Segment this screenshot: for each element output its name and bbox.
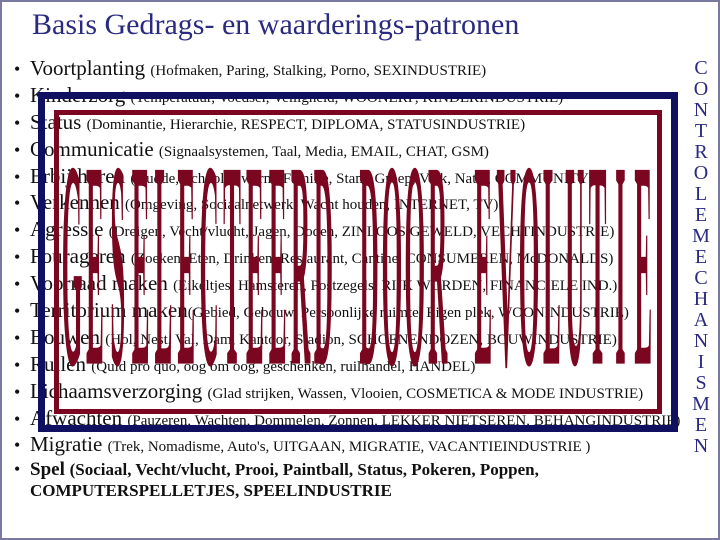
list-item: •Voortplanting (Hofmaken, Paring, Stalki… (14, 56, 682, 80)
list-item-paren: (Signaalsystemen, Taal, Media, EMAIL, CH… (159, 144, 489, 160)
list-item-lead: Verkennen (30, 190, 125, 214)
bullet-icon: • (14, 167, 30, 188)
list-item-lead: Communicatie (30, 137, 159, 161)
list-item-paren: (Temperatuur, Voedsel, Veiligheid, WOONE… (131, 90, 564, 106)
list-item-lead: Lichaamsverzorging (30, 379, 207, 403)
bullet-icon: • (14, 435, 30, 456)
list-item-paren: (Quid pro quo, oog om oog, geschenken, r… (91, 359, 475, 375)
list-item-paren: (Gebied, Gebouw, Persoonlijke ruimte, Ei… (188, 305, 629, 321)
list-item: •Erbij horen (Kudde, School, Zwerm, Fami… (14, 164, 682, 188)
list-item-paren: (Pauzeren, Wachten, Dommelen, Zonnen, LE… (127, 413, 680, 429)
list-item: •Spel (Sociaal, Vecht/vlucht, Prooi, Pai… (14, 459, 682, 501)
list-item: •Migratie (Trek, Nomadisme, Auto's, UITG… (14, 432, 682, 456)
list-item-paren: (Zoeken, Eten, Drinken, Restaurant, Cant… (131, 251, 613, 267)
bullet-icon: • (14, 193, 30, 214)
list-item-lead: Afwachten (30, 406, 127, 430)
slide-title: Basis Gedrags- en waarderings-patronen (32, 8, 688, 42)
list-item-text: Afwachten (Pauzeren, Wachten, Dommelen, … (30, 406, 680, 430)
list-item-lead: Kinderzorg (30, 83, 131, 107)
bullet-icon: • (14, 382, 30, 403)
list-item-paren: (Sociaal, Vecht/vlucht, Prooi, Paintball… (30, 460, 539, 500)
list-item-text: Status (Dominantie, Hierarchie, RESPECT,… (30, 110, 525, 134)
bullet-icon: • (14, 274, 30, 295)
list-item: •Kinderzorg (Temperatuur, Voedsel, Veili… (14, 83, 682, 107)
bullet-icon: • (14, 328, 30, 349)
list-item-text: Communicatie (Signaalsystemen, Taal, Med… (30, 137, 489, 161)
list-item-text: Ruilen (Quid pro quo, oog om oog, gesche… (30, 352, 475, 376)
list-item-paren: (Hol, Nest, Val, Dam, Kantoor, Stadion, … (105, 332, 617, 348)
bullet-icon: • (14, 355, 30, 376)
bullet-icon: • (14, 113, 30, 134)
list-item-lead: Voortplanting (30, 56, 150, 80)
list-item: •Lichaamsverzorging (Glad strijken, Wass… (14, 379, 682, 403)
list-item-paren: (Dominantie, Hierarchie, RESPECT, DIPLOM… (87, 117, 525, 133)
list-item-text: Verkennen (Omgeving, Sociaalnetwerk, Wac… (30, 190, 498, 214)
list-item-text: Kinderzorg (Temperatuur, Voedsel, Veilig… (30, 83, 563, 107)
slide: Basis Gedrags- en waarderings-patronen •… (0, 0, 720, 540)
bullet-icon: • (14, 247, 30, 268)
list-item: •Status (Dominantie, Hierarchie, RESPECT… (14, 110, 682, 134)
list-item: •Voorraad maken (Eikeltjes, Hamsteren, P… (14, 271, 682, 295)
list-item-lead: Bouwen (30, 325, 105, 349)
list-item-lead: Migratie (30, 432, 108, 456)
list-item-text: Fourageren (Zoeken, Eten, Drinken, Resta… (30, 244, 613, 268)
list-item-paren: (Trek, Nomadisme, Auto's, UITGAAN, MIGRA… (108, 439, 591, 455)
side-vertical-label: CONTROLEMECHANISMEN (690, 58, 712, 457)
bullet-icon: • (14, 86, 30, 107)
list-item-text: Bouwen (Hol, Nest, Val, Dam, Kantoor, St… (30, 325, 617, 349)
list-item-paren: (Omgeving, Sociaalnetwerk, Wacht houden,… (125, 197, 498, 213)
list-item-text: Territorium maken(Gebied, Gebouw, Persoo… (30, 298, 629, 322)
list-item-text: Erbij horen (Kudde, School, Zwerm, Famil… (30, 164, 594, 188)
list-item-lead: Spel (30, 459, 70, 480)
list-item: •Afwachten (Pauzeren, Wachten, Dommelen,… (14, 406, 682, 430)
list-item-lead: Erbij horen (30, 164, 130, 188)
list-item-text: Voortplanting (Hofmaken, Paring, Stalkin… (30, 56, 486, 80)
list-item-text: Lichaamsverzorging (Glad strijken, Wasse… (30, 379, 643, 403)
list-item: •Fourageren (Zoeken, Eten, Drinken, Rest… (14, 244, 682, 268)
bullet-icon: • (14, 409, 30, 430)
list-item-paren: (Dreigen, Vecht/vlucht, Jagen, Doden, ZI… (109, 224, 615, 240)
bullet-icon: • (14, 301, 30, 322)
list-item-paren: (Glad strijken, Wassen, Vlooien, COSMETI… (207, 386, 643, 402)
list-item-lead: Ruilen (30, 352, 91, 376)
list-item-paren: (Eikeltjes, Hamsteren, Postzegels, RIJK … (173, 278, 617, 294)
list-item: •Ruilen (Quid pro quo, oog om oog, gesch… (14, 352, 682, 376)
list-item: •Agressie (Dreigen, Vecht/vlucht, Jagen,… (14, 217, 682, 241)
list-item: •Verkennen (Omgeving, Sociaalnetwerk, Wa… (14, 190, 682, 214)
list-item-lead: Voorraad maken (30, 271, 173, 295)
list-item: •Territorium maken(Gebied, Gebouw, Perso… (14, 298, 682, 322)
list-item-lead: Fourageren (30, 244, 131, 268)
list-item-lead: Agressie (30, 217, 109, 241)
list-item-text: Spel (Sociaal, Vecht/vlucht, Prooi, Pain… (30, 459, 682, 501)
list-item-lead: Status (30, 110, 87, 134)
list-item-paren: (Kudde, School, Zwerm, Familie, Stam, Gr… (130, 171, 594, 187)
bullet-icon: • (14, 59, 30, 80)
list-item-paren: (Hofmaken, Paring, Stalking, Porno, SEXI… (150, 63, 486, 79)
bullet-list: •Voortplanting (Hofmaken, Paring, Stalki… (14, 56, 682, 504)
list-item-text: Agressie (Dreigen, Vecht/vlucht, Jagen, … (30, 217, 614, 241)
bullet-icon: • (14, 220, 30, 241)
list-item: •Communicatie (Signaalsystemen, Taal, Me… (14, 137, 682, 161)
list-item-lead: Territorium maken (30, 298, 188, 322)
bullet-icon: • (14, 140, 30, 161)
list-item: •Bouwen (Hol, Nest, Val, Dam, Kantoor, S… (14, 325, 682, 349)
list-item-text: Migratie (Trek, Nomadisme, Auto's, UITGA… (30, 432, 590, 456)
list-item-text: Voorraad maken (Eikeltjes, Hamsteren, Po… (30, 271, 617, 295)
bullet-icon: • (14, 459, 30, 480)
